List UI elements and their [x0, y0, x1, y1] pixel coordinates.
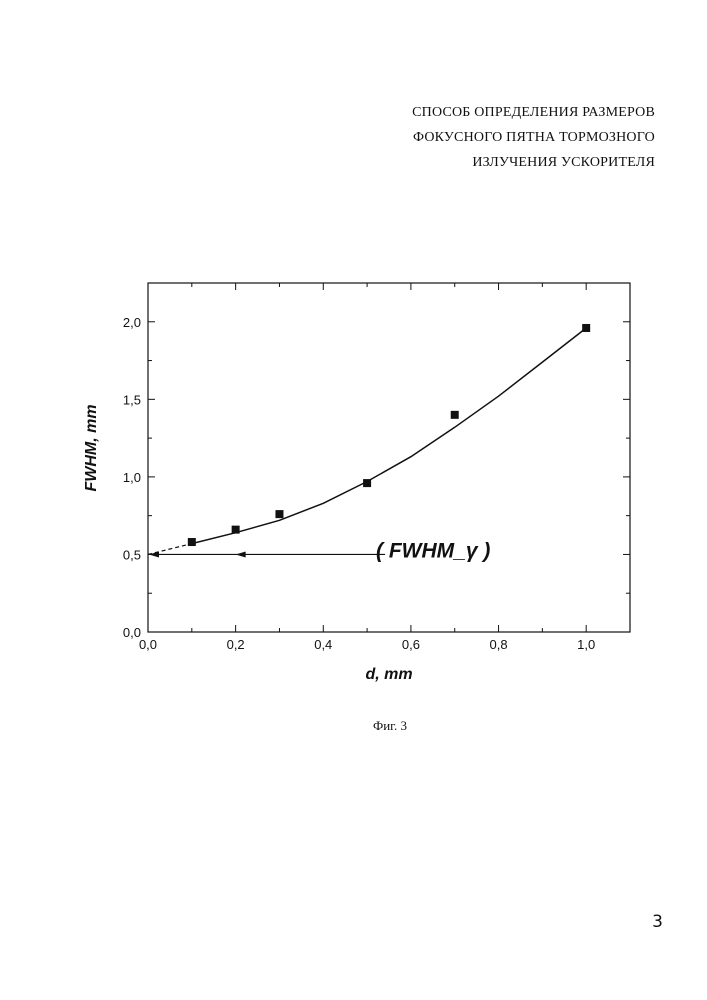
y-tick-label: 2,0: [123, 315, 141, 330]
x-tick-label: 0,4: [314, 637, 332, 652]
axis-ticks: [148, 283, 630, 632]
x-tick-label: 1,0: [577, 637, 595, 652]
data-point: [451, 411, 459, 419]
x-tick-label: 0,6: [402, 637, 420, 652]
data-point: [232, 526, 240, 534]
fit-curve: [192, 328, 586, 544]
data-points: [188, 324, 590, 546]
y-tick-label: 0,5: [123, 547, 141, 562]
x-tick-label: 0,2: [227, 637, 245, 652]
axis-tick-labels: 0,0 0,2 0,4 0,6 0,8 1,0 0,0 0,5 1,0 1,5 2,0: [123, 315, 595, 652]
plot-frame: [148, 283, 630, 632]
x-tick-label: 0,8: [490, 637, 508, 652]
x-tick-label: 0,0: [139, 637, 157, 652]
data-point: [188, 538, 196, 546]
annotation-arrowhead-end: [149, 551, 159, 557]
fwhm-vs-d-chart: 0,0 0,2 0,4 0,6 0,8 1,0 0,0 0,5 1,0 1,5 2,0 ( FWHM…: [0, 0, 707, 720]
annotation-arrowhead-mid: [236, 551, 246, 557]
data-point: [582, 324, 590, 332]
data-point: [363, 479, 371, 487]
figure-caption: Фиг. 3: [0, 718, 707, 734]
annotation-label: ( FWHM_γ ): [376, 539, 490, 562]
y-tick-label: 0,0: [123, 625, 141, 640]
data-point: [275, 510, 283, 518]
y-axis-label: FWHM, mm: [83, 404, 100, 491]
y-tick-label: 1,0: [123, 470, 141, 485]
page-number: 3: [652, 912, 663, 932]
y-tick-label: 1,5: [123, 392, 141, 407]
x-axis-label: d, mm: [365, 666, 412, 683]
